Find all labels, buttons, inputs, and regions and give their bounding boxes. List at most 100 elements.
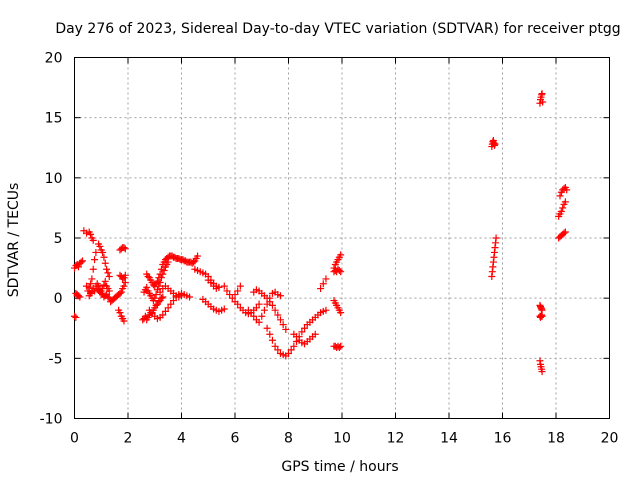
data-point [178, 292, 185, 300]
data-point [556, 192, 564, 200]
data-point [104, 269, 112, 277]
y-tick-label: 20 [45, 51, 63, 67]
data-point [152, 291, 160, 299]
data-point [234, 300, 242, 308]
data-point [104, 293, 112, 301]
data-point [71, 312, 78, 320]
data-point [282, 325, 290, 333]
data-point [492, 234, 500, 242]
data-point [103, 265, 111, 273]
data-point [73, 292, 81, 300]
x-tick-label: 8 [284, 431, 293, 447]
data-point [120, 244, 128, 252]
data-point [164, 304, 172, 312]
data-point [293, 333, 301, 341]
data-point [311, 330, 319, 338]
data-point [335, 266, 343, 274]
data-point [322, 306, 330, 314]
data-point [190, 258, 198, 266]
x-tick-label: 14 [440, 431, 458, 447]
y-tick-label: 0 [54, 291, 63, 307]
data-point [220, 305, 228, 313]
data-point [274, 346, 282, 354]
data-point [157, 265, 165, 273]
data-point [93, 285, 101, 293]
data-point [151, 294, 159, 302]
data-point [87, 230, 95, 238]
data-point [194, 252, 202, 260]
data-point [152, 301, 160, 309]
data-point [491, 140, 499, 148]
data-point [268, 336, 276, 344]
data-point [223, 287, 231, 295]
data-point [100, 253, 108, 261]
data-point [290, 342, 298, 350]
data-point [161, 307, 169, 315]
x-tick-label: 2 [124, 431, 133, 447]
data-point [155, 274, 163, 282]
data-point [252, 304, 260, 312]
data-point [117, 288, 125, 296]
data-point [91, 256, 99, 264]
data-point [561, 228, 569, 236]
data-point [87, 280, 95, 288]
data-point [96, 242, 104, 250]
data-point [99, 248, 107, 256]
data-point [101, 277, 109, 285]
data-point [144, 273, 152, 281]
x-tick-label: 10 [333, 431, 351, 447]
data-point [119, 275, 127, 283]
data-point [563, 186, 571, 194]
data-point [87, 289, 95, 297]
data-point [153, 277, 161, 285]
data-point [247, 309, 255, 317]
data-point [337, 342, 345, 350]
data-point [148, 309, 156, 317]
data-point [317, 285, 325, 293]
x-axis-title: GPS time / hours [281, 459, 398, 475]
data-point [97, 289, 105, 297]
data-point [559, 204, 567, 212]
data-point [155, 298, 163, 306]
data-point [92, 248, 100, 256]
data-point [250, 312, 258, 320]
data-point [287, 346, 295, 354]
data-point [231, 291, 239, 299]
data-point [285, 350, 292, 358]
data-point [561, 198, 569, 206]
tick-label-layer: 0 2 4 6 8 10 12 14 16 18 20 -10 -5 0 5 10 15 20 [40, 51, 619, 447]
data-point [337, 251, 345, 259]
data-point [557, 208, 565, 216]
data-point [258, 312, 266, 320]
data-point [105, 273, 113, 281]
chart-title: Day 276 of 2023, Sidereal Day-to-day VTE… [55, 21, 620, 37]
data-point [271, 306, 279, 314]
data-point [234, 287, 242, 295]
data-point [120, 317, 128, 325]
data-point [121, 279, 129, 287]
x-tick-label: 4 [177, 431, 186, 447]
data-point [263, 324, 271, 332]
data-point [266, 298, 274, 306]
data-point [337, 268, 345, 276]
data-point [79, 257, 87, 265]
data-point [266, 330, 274, 338]
x-tick-label: 20 [601, 431, 619, 447]
y-tick-label: -10 [40, 412, 63, 428]
data-point [169, 297, 177, 305]
data-point [276, 316, 284, 324]
y-tick-label: 10 [45, 171, 63, 187]
data-point [215, 283, 223, 291]
data-point [105, 287, 113, 295]
data-points [71, 90, 571, 376]
x-tick-label: 0 [70, 431, 79, 447]
data-point [220, 282, 228, 290]
data-point [228, 294, 236, 302]
data-point [255, 318, 263, 326]
x-tick-label: 12 [387, 431, 405, 447]
data-point [335, 344, 343, 352]
y-tick-label: 5 [54, 231, 63, 247]
y-tick-label: 15 [45, 111, 63, 127]
